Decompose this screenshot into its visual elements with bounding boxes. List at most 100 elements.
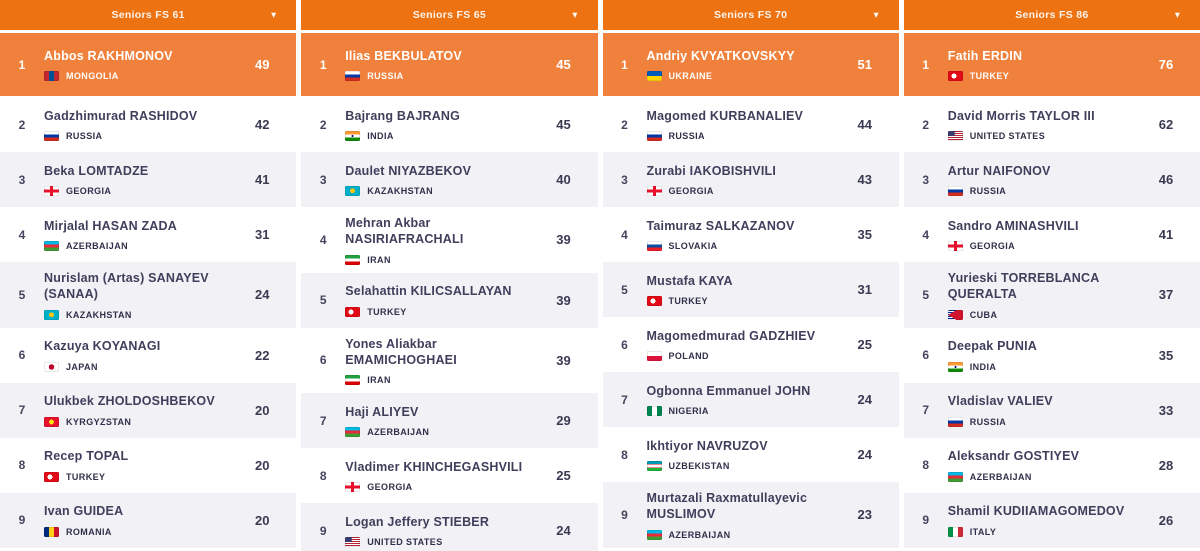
category-select[interactable]: Seniors FS 70 ▾ <box>602 0 899 30</box>
athlete-cell: Magomedmurad GADZHIEV POLAND <box>646 328 837 362</box>
country-row: NIGERIA <box>646 406 833 417</box>
athlete-cell: Selahattin KILICSALLAYAN TURKEY <box>345 283 535 317</box>
athlete-cell: Bajrang BAJRANG INDIA <box>345 108 535 142</box>
athlete-name: Ilias BEKBULATOV <box>345 48 462 63</box>
table-row[interactable]: 2 Bajrang BAJRANG INDIA 45 <box>301 97 598 152</box>
table-row[interactable]: 8 Ikhtiyor NAVRUZOV UZBEKISTAN 24 <box>602 427 899 482</box>
table-row[interactable]: 7 Ogbonna Emmanuel JOHN NIGERIA 24 <box>602 372 899 427</box>
table-row[interactable]: 4 Taimuraz SALKAZANOV SLOVAKIA 35 <box>602 207 899 262</box>
athlete-cell: Ulukbek ZHOLDOSHBEKOV KYRGYZSTAN <box>44 393 234 427</box>
country-row: AZERBAIJAN <box>947 471 1134 482</box>
table-row[interactable]: 9 Ivan GUIDEA ROMANIA 20 <box>0 492 297 548</box>
country-label: TURKEY <box>969 71 1010 82</box>
flag-icon-ir <box>345 375 361 385</box>
points-value: 37 <box>1158 287 1174 303</box>
flag-icon-it <box>947 526 963 537</box>
athlete-cell: Vladimer KHINCHEGASHVILI GEORGIA <box>345 459 535 493</box>
country-label: KAZAKHSTAN <box>66 309 132 320</box>
table-row[interactable]: 1 Ilias BEKBULATOV RUSSIA 45 <box>301 33 598 96</box>
flag-icon-az <box>345 427 361 438</box>
table-row[interactable]: 3 Zurabi IAKOBISHVILI GEORGIA 43 <box>602 152 899 207</box>
rank-cell: 5 <box>319 293 327 307</box>
country-label: AZERBAIJAN <box>668 529 731 540</box>
table-row[interactable]: 5 Nurislam (Artas) SANAYEV (SANAA) KAZAK… <box>0 262 297 328</box>
country-label: NIGERIA <box>668 406 709 417</box>
points-value: 62 <box>1158 117 1174 132</box>
points-value: 43 <box>857 172 872 187</box>
table-row[interactable]: 5 Selahattin KILICSALLAYAN TURKEY 39 <box>301 272 598 328</box>
table-row[interactable]: 8 Aleksandr GOSTIYEV AZERBAIJAN 28 <box>903 437 1200 493</box>
table-row[interactable]: 3 Beka LOMTADZE GEORGIA 41 <box>0 152 297 207</box>
country-label: AZERBAIJAN <box>969 471 1032 482</box>
country-label: UNITED STATES <box>969 131 1046 142</box>
flag-icon-ua <box>646 71 662 82</box>
table-row[interactable]: 3 Artur NAIFONOV RUSSIA 46 <box>903 152 1200 207</box>
table-row[interactable]: 2 David Morris TAYLOR III UNITED STATES … <box>903 97 1200 152</box>
rank-cell: 4 <box>621 227 628 242</box>
table-row[interactable]: 6 Magomedmurad GADZHIEV POLAND 25 <box>602 317 899 372</box>
athlete-cell: Aleksandr GOSTIYEV AZERBAIJAN <box>947 448 1138 482</box>
flag-icon-az <box>44 241 59 252</box>
table-row[interactable]: 9 Logan Jeffery STIEBER UNITED STATES 24 <box>301 503 598 551</box>
points-value: 25 <box>857 337 872 352</box>
flag-icon-in <box>345 131 361 142</box>
table-row[interactable]: 6 Deepak PUNIA INDIA 35 <box>903 327 1200 383</box>
athlete-cell: Haji ALIYEV AZERBAIJAN <box>345 404 535 438</box>
athlete-cell: Recep TOPAL TURKEY <box>44 448 234 482</box>
country-label: MONGOLIA <box>66 71 119 82</box>
athlete-name: Vladislav VALIEV <box>947 394 1053 409</box>
table-row[interactable]: 1 Abbos RAKHMONOV MONGOLIA 49 <box>0 33 297 96</box>
country-label: AZERBAIJAN <box>66 241 129 252</box>
country-row: RUSSIA <box>345 71 531 82</box>
country-label: TURKEY <box>367 306 407 317</box>
table-row[interactable]: 7 Vladislav VALIEV RUSSIA 33 <box>903 382 1200 438</box>
rank-cell: 5 <box>621 282 628 297</box>
table-row[interactable]: 4 Mirjalal HASAN ZADA AZERBAIJAN 31 <box>0 207 297 262</box>
flag-icon-ru <box>646 131 662 142</box>
table-row[interactable]: 8 Vladimer KHINCHEGASHVILI GEORGIA 25 <box>301 448 598 503</box>
category-select[interactable]: Seniors FS 86 ▾ <box>903 0 1200 30</box>
flag-icon-kz <box>345 186 361 197</box>
athlete-name: Magomedmurad GADZHIEV <box>646 328 816 343</box>
country-label: IRAN <box>367 375 391 385</box>
table-row[interactable]: 6 Yones Aliakbar EMAMICHOGHAEI IRAN 39 <box>301 327 598 393</box>
points-value: 22 <box>255 347 270 363</box>
country-row: CUBA <box>947 309 1134 320</box>
country-label: JAPAN <box>66 361 98 372</box>
country-label: RUSSIA <box>66 131 103 142</box>
category-select[interactable]: Seniors FS 65 ▾ <box>301 0 598 30</box>
flag-icon-ge <box>947 241 963 252</box>
table-row[interactable]: 9 Shamil KUDIIAMAGOMEDOV ITALY 26 <box>903 492 1200 548</box>
rankings-list: 1 Ilias BEKBULATOV RUSSIA 45 2 Bajrang B… <box>301 33 598 551</box>
country-label: RUSSIA <box>969 416 1007 427</box>
rankings-list: 1 Andriy KVYATKOVSKYY UKRAINE 51 2 Magom… <box>602 33 899 548</box>
rank-cell: 5 <box>18 287 26 302</box>
chevron-down-icon: ▾ <box>873 9 879 20</box>
country-label: UZBEKISTAN <box>668 461 730 472</box>
table-row[interactable]: 9 Murtazali Raxmatullayevic MUSLIMOV AZE… <box>602 482 899 548</box>
table-row[interactable]: 5 Mustafa KAYA TURKEY 31 <box>602 262 899 317</box>
table-row[interactable]: 8 Recep TOPAL TURKEY 20 <box>0 437 297 493</box>
table-row[interactable]: 3 Daulet NIYAZBEKOV KAZAKHSTAN 40 <box>301 152 598 207</box>
athlete-cell: Logan Jeffery STIEBER UNITED STATES <box>345 514 535 548</box>
table-row[interactable]: 7 Haji ALIYEV AZERBAIJAN 29 <box>301 393 598 448</box>
country-row: MONGOLIA <box>44 71 230 82</box>
table-row[interactable]: 4 Mehran Akbar NASIRIAFRACHALI IRAN 39 <box>301 207 598 273</box>
table-row[interactable]: 4 Sandro AMINASHVILI GEORGIA 41 <box>903 207 1200 262</box>
table-row[interactable]: 1 Andriy KVYATKOVSKYY UKRAINE 51 <box>602 33 899 96</box>
rank-cell: 9 <box>319 523 327 538</box>
table-row[interactable]: 7 Ulukbek ZHOLDOSHBEKOV KYRGYZSTAN 20 <box>0 382 297 438</box>
rank-cell: 6 <box>18 348 26 362</box>
flag-icon-ge <box>345 482 361 493</box>
table-row[interactable]: 2 Magomed KURBANALIEV RUSSIA 44 <box>602 97 899 152</box>
country-row: RUSSIA <box>947 416 1134 427</box>
athlete-name: Yurieski TORREBLANCA QUERALTA <box>947 271 1100 302</box>
table-row[interactable]: 1 Fatih ERDIN TURKEY 76 <box>903 33 1200 96</box>
rank-cell: 6 <box>621 337 628 352</box>
table-row[interactable]: 2 Gadzhimurad RASHIDOV RUSSIA 42 <box>0 97 297 152</box>
category-select[interactable]: Seniors FS 61 ▾ <box>0 0 297 30</box>
table-row[interactable]: 5 Yurieski TORREBLANCA QUERALTA CUBA 37 <box>903 262 1200 328</box>
points-value: 39 <box>556 232 571 248</box>
table-row[interactable]: 6 Kazuya KOYANAGI JAPAN 22 <box>0 327 297 383</box>
flag-icon-tr <box>947 71 963 82</box>
